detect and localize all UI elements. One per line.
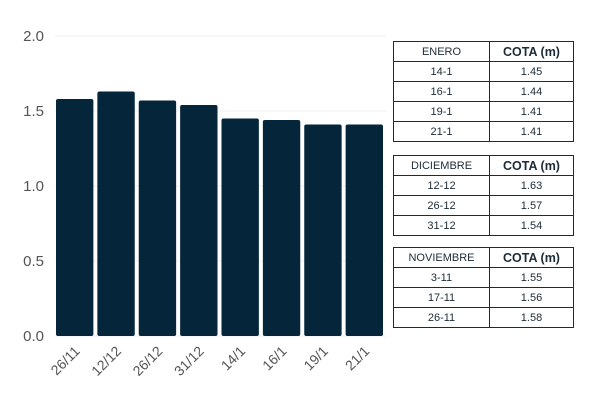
bar	[221, 118, 259, 336]
y-tick-label: 2.0	[23, 28, 44, 45]
cota-header: COTA (m)	[489, 247, 574, 268]
x-tick-label: 14/1	[218, 343, 249, 374]
x-tick-label: 26/11	[47, 343, 83, 379]
date-cell: 17-11	[393, 287, 490, 308]
value-cell: 1.63	[489, 175, 574, 196]
month-header: NOVIEMBRE	[393, 247, 490, 268]
value-cell: 1.41	[489, 101, 574, 122]
date-cell: 12-12	[393, 175, 490, 196]
date-cell: 26-12	[393, 195, 490, 216]
date-cell: 26-11	[393, 307, 490, 328]
date-cell: 21-1	[393, 121, 490, 142]
table-row: 17-11 1.56	[393, 287, 574, 308]
bar	[56, 99, 94, 336]
x-tick-label: 26/12	[129, 343, 165, 379]
month-header: DICIEMBRE	[393, 155, 490, 176]
y-tick-label: 1.5	[23, 103, 44, 120]
cota-header: COTA (m)	[489, 155, 574, 176]
cota-header: COTA (m)	[489, 41, 574, 62]
table-enero: ENERO COTA (m) 14-1 1.45 16-1 1.44 19-1 1.41…	[393, 41, 574, 142]
table-row: 12-12 1.63	[393, 175, 574, 196]
y-tick-label: 0.5	[23, 253, 44, 270]
bar	[97, 91, 135, 336]
bar	[262, 120, 301, 336]
bar	[180, 105, 218, 336]
date-cell: 14-1	[393, 61, 490, 82]
x-tick-label: 12/12	[88, 343, 124, 379]
table-row: 21-1 1.41	[393, 121, 574, 142]
table-diciembre: DICIEMBRE COTA (m) 12-12 1.63 26-12 1.57 31…	[393, 155, 574, 236]
table-row: 31-12 1.54	[393, 215, 574, 236]
y-tick-label: 0.0	[23, 328, 44, 345]
table-row: 16-1 1.44	[393, 81, 574, 102]
value-cell: 1.57	[489, 195, 574, 216]
bar	[304, 124, 342, 336]
value-cell: 1.45	[489, 61, 574, 82]
date-cell: 3-11	[393, 267, 490, 288]
table-noviembre: NOVIEMBRE COTA (m) 3-11 1.55 17-11 1.56 26-…	[393, 247, 574, 328]
month-header: ENERO	[393, 41, 490, 62]
table-row: 26-11 1.58	[393, 307, 574, 328]
bar-chart: 0.0 0.5 1.0 1.5 2.0 26/11 12/12 26/12 31/12 14/1 1…	[23, 28, 386, 379]
x-tick-label: 21/1	[342, 343, 373, 374]
table-row: 19-1 1.41	[393, 101, 574, 122]
bar	[345, 124, 383, 336]
table-row: 3-11 1.55	[393, 267, 574, 288]
value-cell: 1.41	[489, 121, 574, 142]
table-row: 14-1 1.45	[393, 61, 574, 82]
date-cell: 31-12	[393, 215, 490, 236]
value-cell: 1.56	[489, 287, 574, 308]
value-cell: 1.58	[489, 307, 574, 328]
value-cell: 1.55	[489, 267, 574, 288]
value-cell: 1.54	[489, 215, 574, 236]
x-tick-label: 16/1	[259, 343, 290, 374]
x-tick-label: 31/12	[171, 343, 207, 379]
bar	[138, 100, 177, 336]
y-tick-label: 1.0	[23, 178, 44, 195]
date-cell: 19-1	[393, 101, 490, 122]
value-cell: 1.44	[489, 81, 574, 102]
x-tick-label: 19/1	[300, 343, 331, 374]
table-row: 26-12 1.57	[393, 195, 574, 216]
date-cell: 16-1	[393, 81, 490, 102]
